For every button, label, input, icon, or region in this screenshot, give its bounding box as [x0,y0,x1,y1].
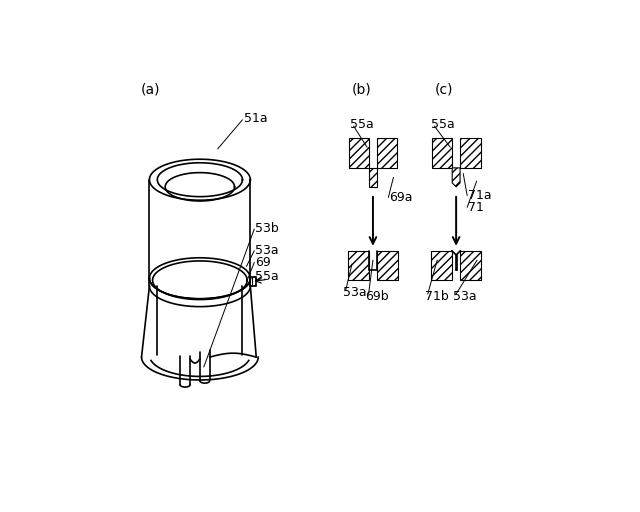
Polygon shape [369,168,377,187]
Polygon shape [378,251,398,280]
Text: 55a: 55a [351,118,374,131]
Polygon shape [432,138,452,168]
Polygon shape [452,168,460,187]
Text: 53a: 53a [343,286,367,298]
Text: 71a: 71a [468,189,492,202]
Polygon shape [460,138,481,168]
Text: (a): (a) [141,82,161,96]
Text: 69: 69 [255,256,271,269]
Polygon shape [349,138,369,168]
Text: 53b: 53b [255,223,279,236]
Text: 71: 71 [468,201,484,214]
Text: 69b: 69b [365,289,389,303]
Text: (c): (c) [435,82,454,96]
Text: 71b: 71b [424,289,449,303]
Bar [250,277,256,286]
Text: 55a: 55a [431,118,455,131]
Text: 69a: 69a [389,191,413,204]
Polygon shape [377,138,397,168]
Text: 55a: 55a [255,270,279,283]
Text: 53a: 53a [255,244,278,257]
Polygon shape [460,251,481,280]
Text: 51a: 51a [244,112,268,125]
Text: (b): (b) [351,82,371,96]
Polygon shape [348,251,369,280]
Polygon shape [431,251,452,280]
Text: 53a: 53a [453,289,477,303]
